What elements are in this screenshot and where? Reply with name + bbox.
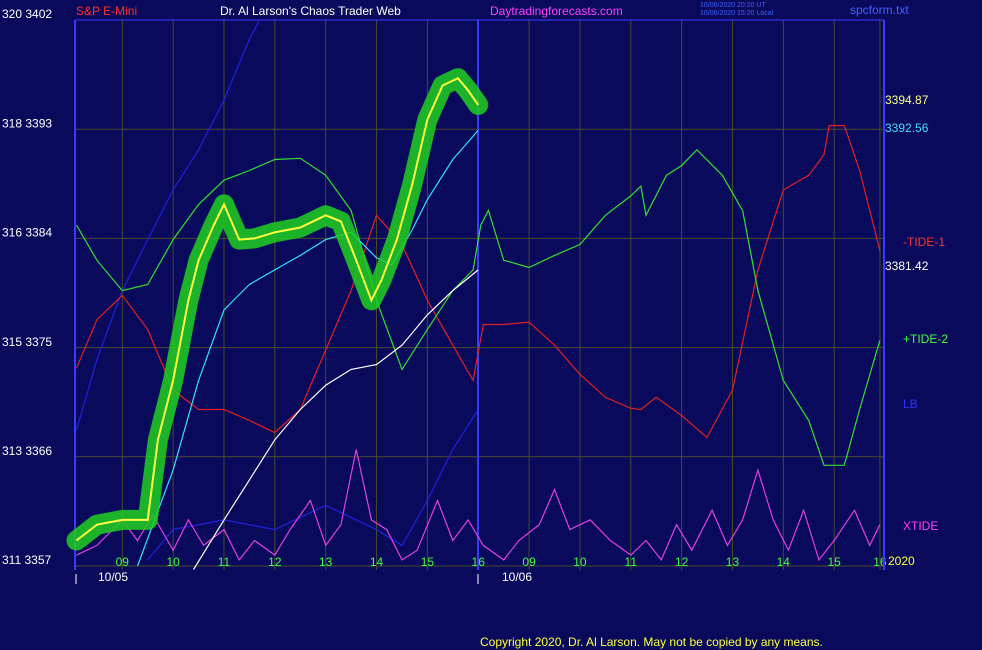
x-tick-label: 09 [522,555,536,569]
x-tick-label: 11 [625,555,638,569]
series-line [147,409,479,561]
y-tick-label: 316 3384 [2,226,52,240]
series-line [75,19,261,431]
y-tick-label: 315 3375 [2,335,52,349]
x-tick-label: 09 [116,555,130,569]
series-line [136,130,479,567]
annotation: 3394.87 [885,93,929,107]
annotation: XTIDE [903,519,938,533]
x-tick-label: 10 [573,555,587,569]
x-tick-label: 14 [777,555,791,569]
x-tick-label: 14 [370,555,384,569]
annotation: Copyright 2020, Dr. Al Larson. May not b… [480,635,823,649]
x-tick-label: 12 [675,555,689,569]
y-tick-label: 313 3366 [2,444,52,458]
annotation: Daytradingforecasts.com [490,4,623,18]
annotation: LB [903,397,918,411]
x-tick-label: 12 [268,555,282,569]
annotation: 10/06/2020 15:20 Local [700,10,774,17]
annotation: 10/05 [98,570,128,584]
y-tick-label: 320 3402 [2,7,52,21]
annotation: spcform.txt [850,3,909,17]
y-tick-label: 318 3393 [2,116,52,130]
x-tick-label: 13 [319,555,333,569]
x-tick-label: 11 [218,555,231,569]
annotation: 10/06/2020 20:20 UT [700,2,766,9]
annotation: 3381.42 [885,259,929,273]
x-tick-label: 13 [726,555,740,569]
x-tick-label: 15 [421,555,435,569]
series-line [75,148,881,466]
x-tick-label: 15 [827,555,841,569]
annotation: 10/06 [502,570,532,584]
annotation: 3392.56 [885,121,929,135]
annotation: +TIDE-2 [903,332,948,346]
annotation: -TIDE-1 [903,235,945,249]
series-line [76,449,881,562]
series-line [75,125,881,439]
chart-title: Dr. Al Larson's Chaos Trader Web [220,4,401,18]
series-line [192,269,479,570]
annotation: S&P E-Mini [76,4,137,18]
series-line [75,76,480,542]
y-tick-label: 311 3357 [2,553,51,567]
x-tick-label: 10 [166,555,180,569]
annotation: 2020 [888,554,915,568]
